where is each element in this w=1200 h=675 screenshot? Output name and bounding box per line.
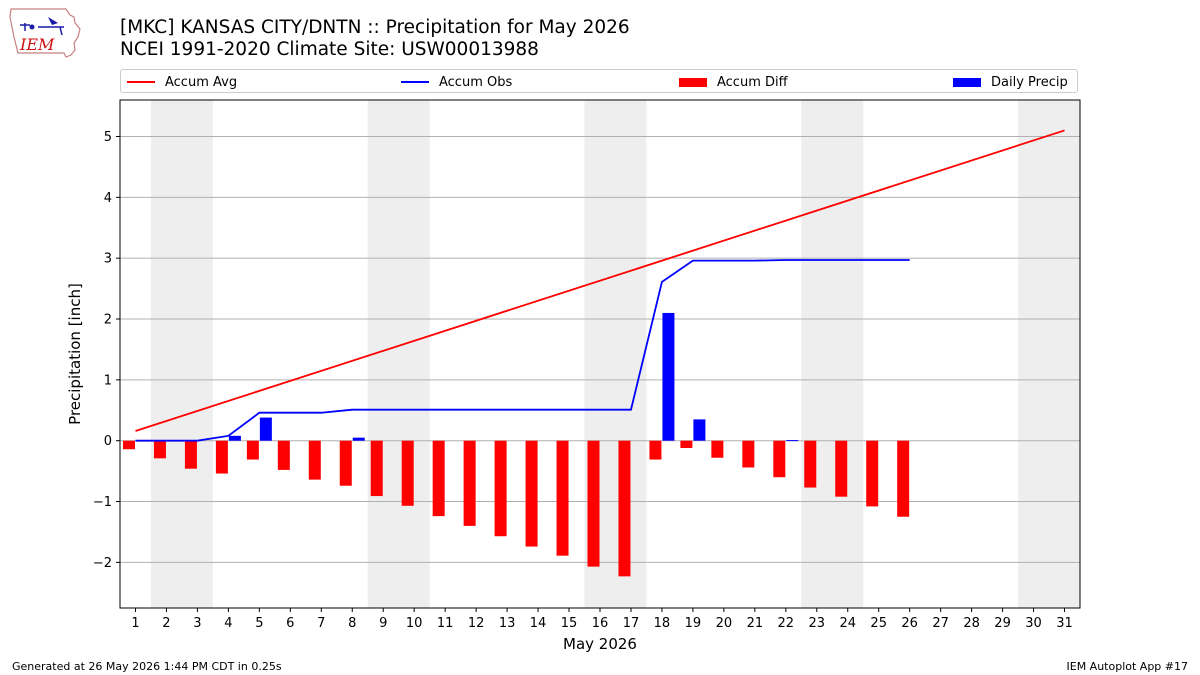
weekend-band-4 — [801, 100, 864, 608]
daily-precip-bar — [259, 417, 272, 441]
y-axis-label: Precipitation [inch] — [66, 283, 84, 425]
accum-diff-bar — [432, 440, 445, 517]
x-tick-label: 27 — [932, 616, 949, 631]
x-tick-label: 23 — [809, 616, 826, 631]
x-tick-label: 13 — [499, 616, 516, 631]
legend-swatch-daily-precip — [953, 77, 981, 87]
daily-precip-bar — [693, 419, 706, 441]
accum-diff-bar — [742, 440, 755, 468]
x-tick-label: 31 — [1056, 616, 1073, 631]
accum-diff-bar — [804, 440, 817, 488]
x-tick-label: 29 — [994, 616, 1011, 631]
x-tick-label: 12 — [468, 616, 485, 631]
footer-generated: Generated at 26 May 2026 1:44 PM CDT in … — [12, 660, 282, 673]
accum-diff-bar — [835, 440, 848, 497]
x-tick-label: 4 — [224, 616, 232, 631]
x-tick-label: 18 — [654, 616, 671, 631]
daily-precip-bar — [228, 435, 241, 441]
accum-diff-bar — [277, 440, 290, 470]
x-tick-label: 24 — [839, 616, 856, 631]
accum-diff-bar — [649, 440, 662, 460]
accum-diff-bar — [680, 440, 693, 448]
legend-item-daily-precip: Daily Precip — [953, 70, 1068, 94]
accum-diff-bar — [463, 440, 476, 526]
x-tick-label: 19 — [685, 616, 702, 631]
legend-swatch-accum-avg — [127, 81, 155, 83]
x-tick-label: 14 — [530, 616, 547, 631]
x-tick-label: 7 — [317, 616, 325, 631]
accum-diff-bar — [401, 440, 414, 506]
chart-title: [MKC] KANSAS CITY/DNTN :: Precipitation … — [120, 17, 630, 38]
y-tick-label: 1 — [104, 373, 112, 388]
accum-diff-bar — [246, 440, 259, 460]
accum-diff-bar — [184, 440, 197, 469]
chart-subtitle: NCEI 1991-2020 Climate Site: USW00013988 — [120, 39, 539, 60]
x-tick-label: 10 — [406, 616, 423, 631]
daily-precip-bar — [352, 437, 365, 441]
accum-diff-bar — [525, 440, 538, 547]
x-tick-label: 30 — [1025, 616, 1042, 631]
accum-diff-bar — [370, 440, 383, 497]
weekend-band-5 — [1018, 100, 1080, 608]
legend-swatch-accum-diff — [679, 77, 707, 87]
x-tick-label: 22 — [778, 616, 795, 631]
x-tick-label: 1 — [131, 616, 139, 631]
accum-diff-bar — [494, 440, 507, 537]
x-tick-label: 6 — [286, 616, 294, 631]
legend-swatch-accum-obs — [401, 81, 429, 83]
y-tick-label: 3 — [104, 252, 112, 267]
accum-diff-bar — [773, 440, 786, 478]
accum-diff-bar — [618, 440, 631, 577]
accum-diff-bar — [308, 440, 321, 480]
y-tick-label: −2 — [93, 556, 112, 571]
accum-obs-line — [135, 259, 910, 442]
legend-item-accum-obs: Accum Obs — [401, 70, 512, 94]
weekend-band-1 — [150, 100, 213, 608]
x-tick-label: 3 — [193, 616, 201, 631]
y-tick-label: 4 — [104, 191, 112, 206]
x-tick-label: 9 — [379, 616, 387, 631]
logo-text: IEM — [19, 35, 55, 54]
y-tick-label: −1 — [93, 495, 112, 510]
legend: Accum Avg Accum Obs Accum Diff Daily Pre… — [120, 69, 1078, 93]
x-tick-label: 11 — [437, 616, 454, 631]
x-tick-label: 26 — [901, 616, 918, 631]
x-tick-label: 2 — [162, 616, 170, 631]
legend-label-accum-obs: Accum Obs — [439, 74, 513, 90]
x-tick-label: 5 — [255, 616, 263, 631]
accum-diff-bar — [897, 440, 910, 517]
x-tick-label: 15 — [561, 616, 578, 631]
accum-diff-bar — [711, 440, 724, 458]
x-tick-label: 8 — [348, 616, 356, 631]
accum-avg-line — [135, 129, 1065, 432]
x-tick-label: 20 — [716, 616, 733, 631]
legend-item-accum-diff: Accum Diff — [679, 70, 788, 94]
accum-diff-bar — [215, 440, 228, 474]
x-tick-label: 28 — [963, 616, 980, 631]
x-tick-label: 25 — [870, 616, 887, 631]
accum-diff-bar — [587, 440, 600, 567]
legend-label-accum-diff: Accum Diff — [717, 74, 788, 90]
x-tick-label: 16 — [592, 616, 609, 631]
x-tick-label: 21 — [747, 616, 764, 631]
legend-item-accum-avg: Accum Avg — [127, 70, 237, 94]
legend-label-accum-avg: Accum Avg — [165, 74, 238, 90]
accum-diff-bar — [153, 440, 166, 459]
daily-precip-bar — [786, 440, 799, 442]
y-tick-label: 2 — [104, 313, 112, 328]
accum-diff-bar — [556, 440, 569, 556]
y-tick-label: 0 — [104, 434, 112, 449]
y-tick-label: 5 — [104, 130, 112, 145]
accum-diff-bar — [866, 440, 879, 507]
accum-diff-bar — [339, 440, 352, 486]
x-tick-label: 17 — [623, 616, 640, 631]
daily-precip-bar — [662, 312, 675, 441]
accum-diff-bar — [122, 440, 135, 450]
legend-label-daily-precip: Daily Precip — [991, 74, 1068, 90]
weekend-band-2 — [367, 100, 430, 608]
iowa-state-logo-icon: IEM — [9, 8, 81, 58]
x-axis-label: May 2026 — [563, 635, 637, 653]
footer-app: IEM Autoplot App #17 — [1066, 660, 1189, 673]
